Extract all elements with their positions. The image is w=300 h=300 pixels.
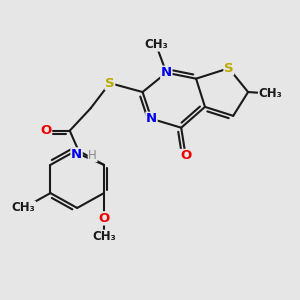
Text: CH₃: CH₃ [12, 202, 36, 214]
Text: H: H [88, 148, 97, 162]
Text: CH₃: CH₃ [92, 230, 116, 243]
Text: O: O [98, 212, 110, 225]
Text: N: N [146, 112, 157, 125]
Text: S: S [224, 62, 234, 75]
Text: N: N [71, 148, 82, 161]
Text: N: N [161, 66, 172, 79]
Text: CH₃: CH₃ [144, 38, 168, 51]
Text: CH₃: CH₃ [259, 87, 282, 100]
Text: S: S [105, 76, 115, 90]
Text: O: O [180, 149, 191, 162]
Text: O: O [40, 124, 52, 137]
